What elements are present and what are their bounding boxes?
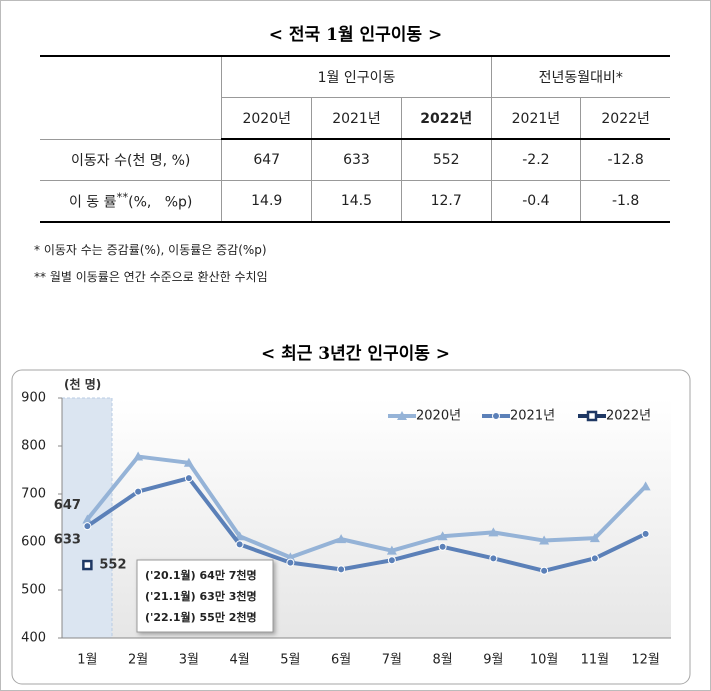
legend-marker bbox=[397, 411, 407, 420]
point bbox=[285, 552, 296, 562]
x-tick-label: 4월 bbox=[230, 653, 250, 668]
chart-title: < 최근 3년간 인구이동 > bbox=[260, 344, 451, 364]
point bbox=[387, 556, 396, 565]
point bbox=[82, 514, 93, 524]
point bbox=[437, 531, 448, 541]
label-text: 이 동 률 bbox=[68, 194, 117, 211]
annotation: ('21.1월) 63만 3천명 bbox=[145, 589, 257, 603]
annotation-box bbox=[136, 559, 274, 633]
label-sup: ** bbox=[116, 190, 129, 205]
point bbox=[235, 540, 244, 549]
legend-marker bbox=[586, 410, 598, 422]
group-header: 1월 인구이동 bbox=[221, 55, 492, 98]
data-label: 647 bbox=[54, 498, 81, 513]
data-row: 이 동 률**(%, %p) 14.9 14.5 12.7 -0.4 -1.8 bbox=[40, 180, 670, 223]
point bbox=[640, 481, 651, 491]
point bbox=[336, 534, 347, 544]
note: * 이동자 수는 증감률(%), 이동률은 증감(%p) bbox=[34, 243, 267, 257]
point bbox=[184, 474, 193, 483]
x-tick-label: 2월 bbox=[128, 653, 148, 668]
y-tick-label: 400 bbox=[21, 631, 46, 646]
point bbox=[386, 545, 397, 555]
y-tick-label: 800 bbox=[21, 439, 46, 454]
cell: -0.4 bbox=[490, 180, 582, 223]
cell: 14.5 bbox=[311, 180, 402, 223]
table-title: < 전국 1월 인구이동 > bbox=[268, 25, 443, 45]
x-tick-label: 6월 bbox=[331, 653, 351, 668]
point bbox=[540, 566, 549, 575]
corner-cell bbox=[40, 55, 223, 140]
row-label: 이동자 수(천 명, %) bbox=[40, 138, 223, 181]
group-header: 전년동월대비* bbox=[490, 55, 670, 98]
series-line bbox=[85, 454, 648, 560]
point bbox=[183, 457, 194, 467]
data-label: 633 bbox=[54, 533, 81, 548]
point bbox=[286, 558, 295, 567]
point bbox=[337, 565, 346, 574]
header-row: 1월 인구이동 전년동월대비* bbox=[40, 55, 670, 140]
cell: -2.2 bbox=[490, 138, 582, 181]
row-label: 이 동 률**(%, %p) bbox=[40, 180, 223, 223]
y-tick-label: 500 bbox=[21, 583, 46, 598]
cell: -12.8 bbox=[580, 138, 670, 181]
label-unit: (%, %p) bbox=[128, 194, 193, 211]
cell: 552 bbox=[400, 138, 492, 181]
point bbox=[539, 535, 550, 545]
series-line bbox=[86, 476, 647, 573]
point bbox=[590, 554, 599, 563]
note: ** 월별 이동률은 연간 수준으로 환산한 수치임 bbox=[34, 270, 268, 284]
x-tick-label: 8월 bbox=[433, 653, 453, 668]
y-tick-label: 900 bbox=[21, 391, 46, 406]
year-header: 2022년 bbox=[580, 97, 670, 140]
x-tick-label: 12월 bbox=[631, 653, 660, 668]
table: 1월 인구이동 전년동월대비* 2020년 2021년 2022년 2021년 … bbox=[40, 55, 670, 223]
point bbox=[134, 487, 143, 496]
header-row: 2020년 2021년 2022년 2021년 2022년 bbox=[40, 97, 670, 140]
year-header: 2020년 bbox=[221, 97, 313, 140]
y-axis-label: (천 명) bbox=[64, 377, 101, 392]
legend-label: 2022년 bbox=[606, 409, 651, 424]
point bbox=[83, 522, 92, 531]
data-label: 552 bbox=[99, 558, 126, 573]
year-header: 2022년 bbox=[400, 97, 492, 140]
cell: 14.9 bbox=[221, 180, 313, 223]
x-tick-label: 1월 bbox=[77, 653, 97, 668]
cell: 647 bbox=[221, 138, 313, 181]
y-tick-label: 600 bbox=[21, 535, 46, 550]
annotation: ('20.1월) 64만 7천명 bbox=[145, 568, 257, 582]
year-header: 2021년 bbox=[311, 97, 402, 140]
legend-label: 2021년 bbox=[510, 409, 555, 424]
data-row: 이동자 수(천 명, %) 647 633 552 -2.2 -12.8 bbox=[40, 138, 670, 181]
point bbox=[641, 529, 650, 538]
legend-marker bbox=[492, 412, 500, 420]
cell: 12.7 bbox=[400, 180, 492, 223]
x-tick-label: 7월 bbox=[382, 653, 402, 668]
point bbox=[489, 554, 498, 563]
point bbox=[438, 542, 447, 551]
annotation: ('22.1월) 55만 2천명 bbox=[145, 610, 257, 624]
x-tick-label: 3월 bbox=[179, 653, 199, 668]
point bbox=[133, 451, 144, 461]
point bbox=[82, 559, 93, 571]
x-tick-label: 9월 bbox=[483, 653, 503, 668]
legend-label: 2020년 bbox=[416, 409, 461, 424]
cell: -1.8 bbox=[580, 180, 670, 223]
y-tick-label: 700 bbox=[21, 487, 46, 502]
x-tick-label: 11월 bbox=[581, 653, 610, 668]
x-tick-label: 10월 bbox=[530, 653, 559, 668]
point bbox=[589, 533, 600, 543]
point bbox=[488, 527, 499, 537]
x-tick-label: 5월 bbox=[280, 653, 300, 668]
